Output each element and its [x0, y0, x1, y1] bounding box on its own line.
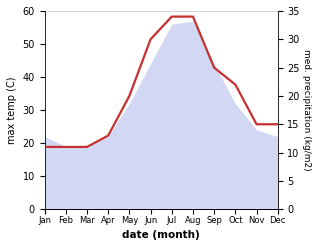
Y-axis label: med. precipitation (kg/m2): med. precipitation (kg/m2) — [302, 49, 311, 171]
X-axis label: date (month): date (month) — [122, 230, 200, 240]
Y-axis label: max temp (C): max temp (C) — [7, 76, 17, 144]
